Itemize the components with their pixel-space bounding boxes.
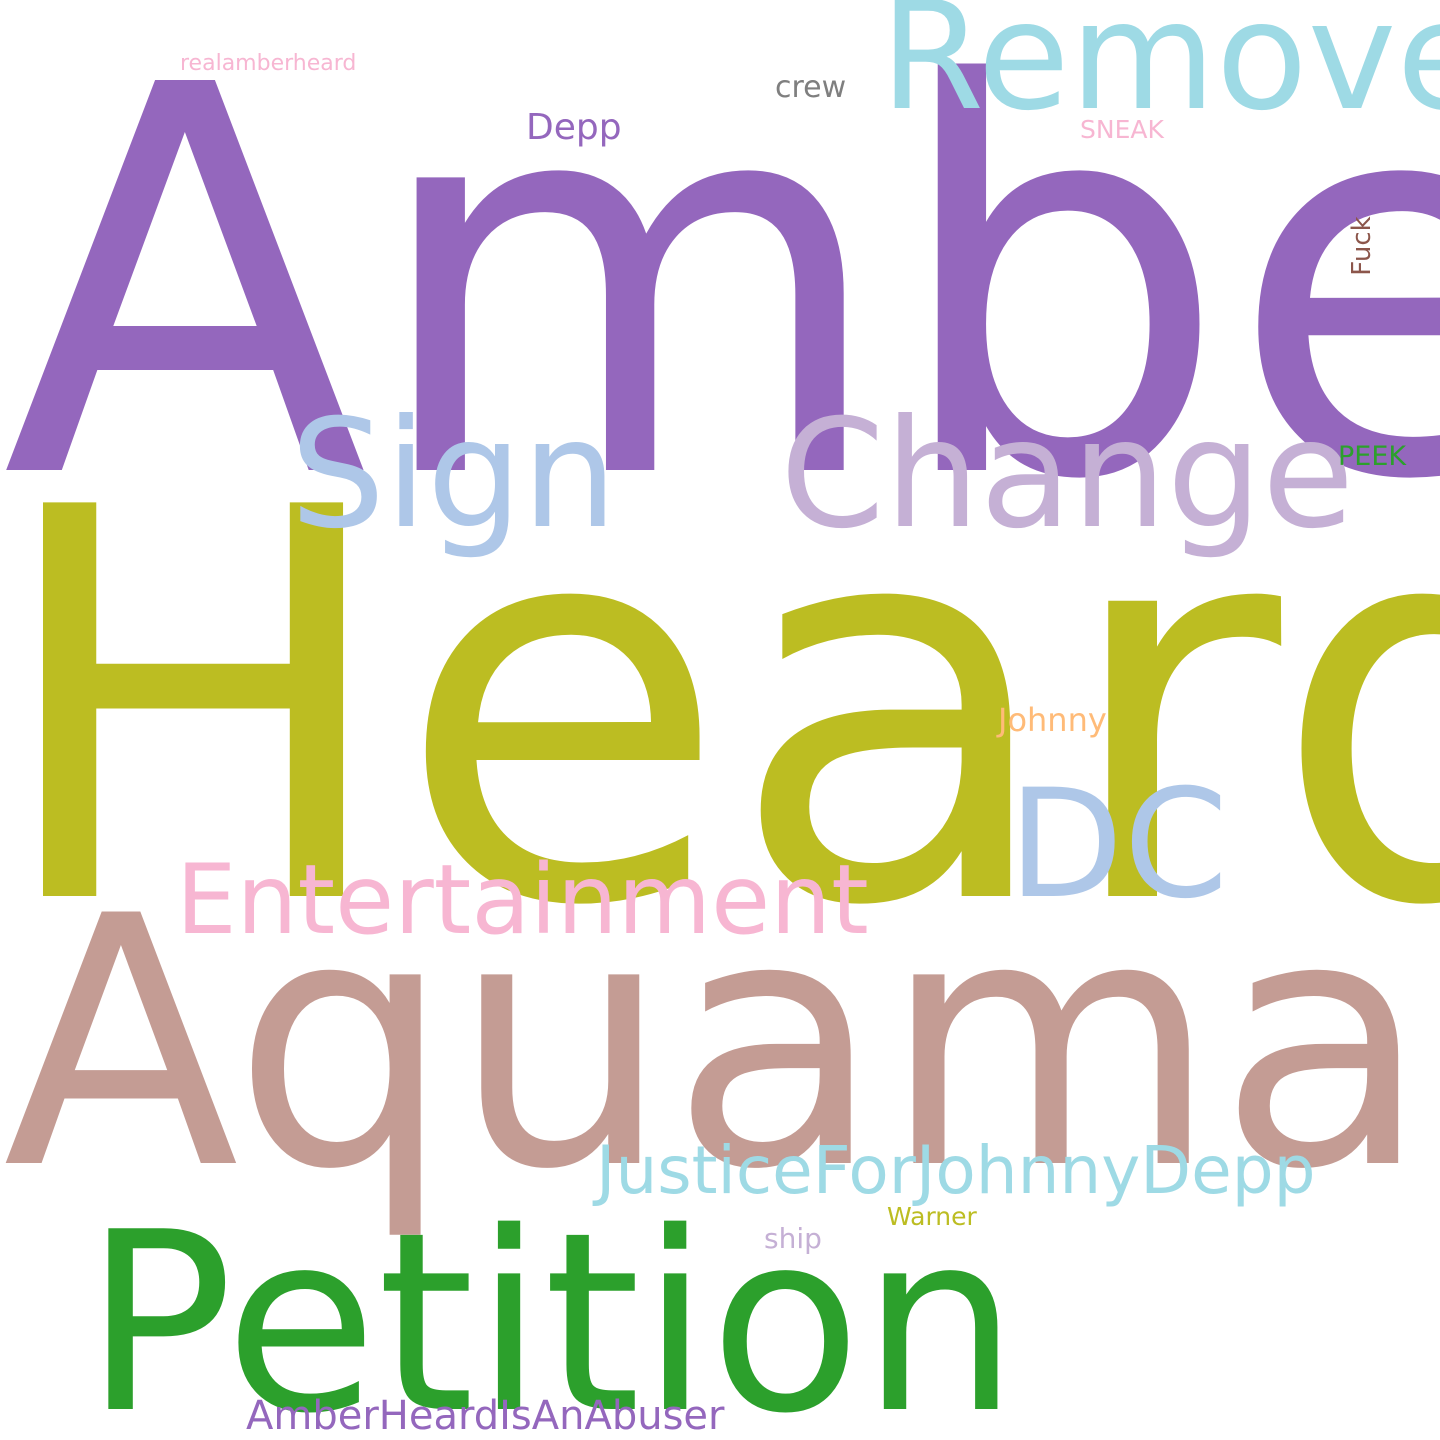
word-amber: Amber — [2, 0, 1440, 597]
word-change: Change — [780, 388, 1355, 562]
word-remove: Remove — [880, 0, 1440, 144]
word-crew: crew — [775, 70, 847, 105]
word-realamberheard: realamberheard — [180, 51, 357, 76]
word-petition: Petition — [84, 1180, 1019, 1440]
word-aquaman: Aquaman — [3, 844, 1440, 1245]
word-depp: Depp — [526, 107, 622, 148]
word-sign: Sign — [290, 388, 618, 562]
word-sneak: SNEAK — [1080, 115, 1164, 144]
word-ship: ship — [764, 1222, 822, 1255]
word-dc: DC — [1008, 758, 1229, 932]
word-fuck: Fuck — [1347, 216, 1377, 276]
word-amberheard-isanabuser: AmberHeardIsAnAbuser — [246, 1393, 725, 1439]
word-johnny: Johnny — [998, 701, 1107, 739]
word-warner: Warner — [887, 1202, 977, 1231]
word-heard: Heard — [0, 396, 1440, 1024]
word-peek: PEEK — [1338, 441, 1407, 472]
word-entertainment: Entertainment — [176, 844, 869, 956]
word-justicefor-johnnydepp: JusticeForJohnnyDepp — [596, 1132, 1316, 1209]
